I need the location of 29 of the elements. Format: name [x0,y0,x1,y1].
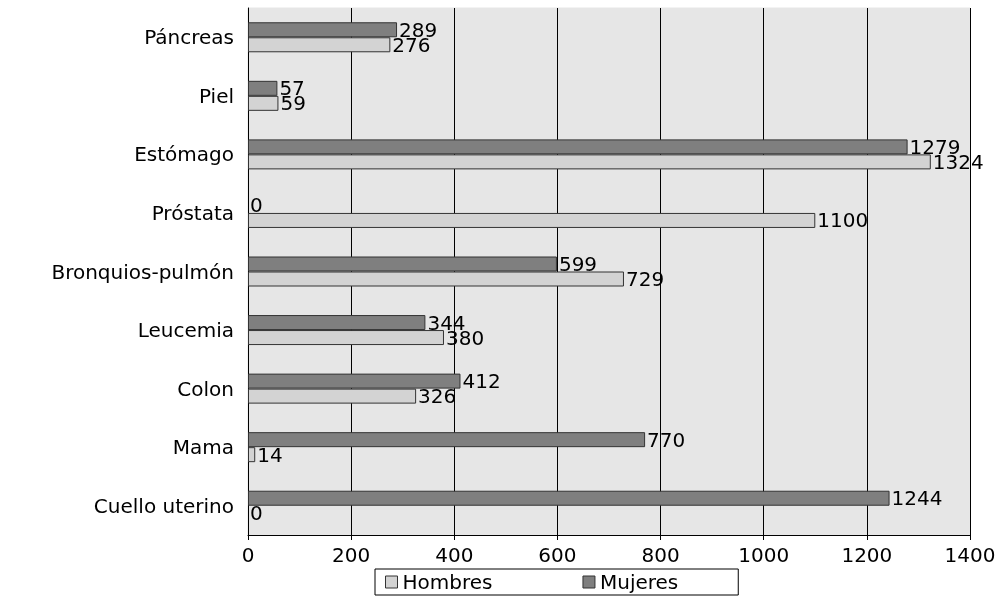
x-tick-label: 800 [641,543,680,567]
x-tick-label: 1000 [738,543,790,567]
data-label: 0 [250,193,263,218]
legend-label: Mujeres [599,570,679,594]
y-tick-label: Cuello uterino [93,493,234,518]
data-label: 0 [250,501,263,526]
data-label: 1244 [891,486,943,511]
data-label: 326 [418,384,457,409]
y-tick-label: Páncreas [144,25,234,50]
y-tick-label: Leucemia [137,318,234,343]
y-tick-label: Bronquios-pulmón [51,259,234,284]
data-label: 14 [257,442,283,467]
x-tick-label: 200 [332,543,371,567]
bar [248,212,816,228]
x-tick-label: 600 [538,543,577,567]
legend-label: Hombres [402,570,493,594]
data-label: 599 [558,252,598,276]
bar [248,490,890,506]
data-label: 412 [462,369,501,394]
data-label: 1100 [817,208,869,233]
x-tick-label: 1400 [944,543,996,567]
y-tick-label: Mama [172,435,234,460]
x-tick-label: 0 [241,543,255,567]
y-tick-label: Estómago [134,142,234,167]
x-tick-label: 400 [435,543,474,567]
y-tick-label: Colon [177,376,234,401]
y-tick-label: Piel [198,83,234,108]
y-tick-label: Próstata [151,200,234,225]
x-tick-label: 1200 [841,543,893,567]
